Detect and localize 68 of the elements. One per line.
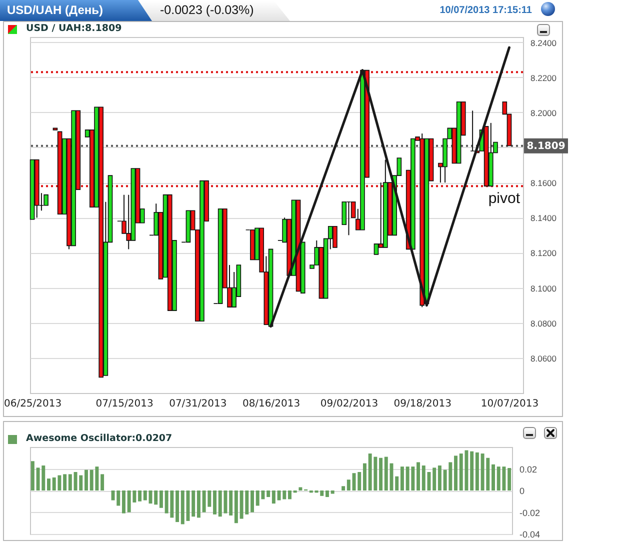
x-tick-label: 09/02/2013 [320,398,378,410]
legend-label: Awesome Oscillator:0.0207 [26,433,172,444]
bar [470,451,474,490]
bar [475,452,479,490]
bar [192,490,196,517]
bar [122,490,126,514]
bar [272,490,276,504]
bar [288,490,292,500]
bar [213,490,217,514]
bar [454,456,458,490]
bar [154,490,158,505]
candlestick [350,201,356,218]
y-tick-label: 0.02 [520,464,538,474]
bar [176,490,180,522]
text: 10/07/2013 17:15:11 [440,5,532,16]
bar [508,468,512,490]
y-tick-label: -0.04 [520,530,540,540]
bar [266,490,270,498]
bar [63,474,67,490]
bar [47,478,50,490]
legend-label: USD / UAH:8.1809 [26,23,122,34]
y-tick-label: 8.1600 [530,178,557,188]
y-tick-label: 8.2200 [530,72,557,83]
bar [330,490,334,494]
bar [143,490,147,500]
x-tick-label: 06/25/2013 [4,398,62,410]
chart-subtitle: -0.0023 (-0.03%) [160,3,254,17]
bar [100,474,104,490]
bar [342,486,346,490]
bar [400,466,404,490]
bar [384,456,388,490]
bar [362,463,366,490]
bar [432,468,436,490]
y-tick-label: 8.1200 [530,248,557,258]
bar [298,487,302,490]
y-tick-label: 8.2400 [530,38,557,48]
ref-line-label: pivot [488,190,521,208]
x-tick-label: 08/16/2013 [242,398,300,410]
bar [438,465,442,490]
bar [379,458,383,490]
bar [68,474,72,490]
bar [196,490,200,518]
bar [395,476,399,490]
chart-title: USD/UAH (День) [7,3,103,17]
bar [159,490,163,508]
bar [250,490,254,512]
candlestick [374,244,379,255]
ref-line-label: 8.1809 [526,140,566,152]
bar [229,490,233,516]
y-tick-label: -0.02 [520,508,540,518]
bar [30,461,34,490]
x-tick-label: 09/18/2013 [394,398,452,410]
y-tick-label: 8.0800 [530,318,557,328]
x-tick-label: 07/31/2013 [169,398,227,410]
y-tick-label: 8.0600 [530,353,557,364]
bar [346,480,350,490]
bar [84,470,88,490]
y-tick-label: 8.1000 [530,283,557,294]
x-tick-label: 07/15/2013 [96,398,154,410]
bar [325,490,329,498]
y-tick-label: 8.1400 [530,213,557,224]
bar [138,490,142,502]
y-tick-label: 8.2000 [530,108,557,118]
y-tick-label: 0 [520,486,525,496]
bar [234,490,238,524]
bar [416,462,420,490]
bar [492,464,495,490]
x-tick-label: 10/07/2013 [480,398,539,410]
